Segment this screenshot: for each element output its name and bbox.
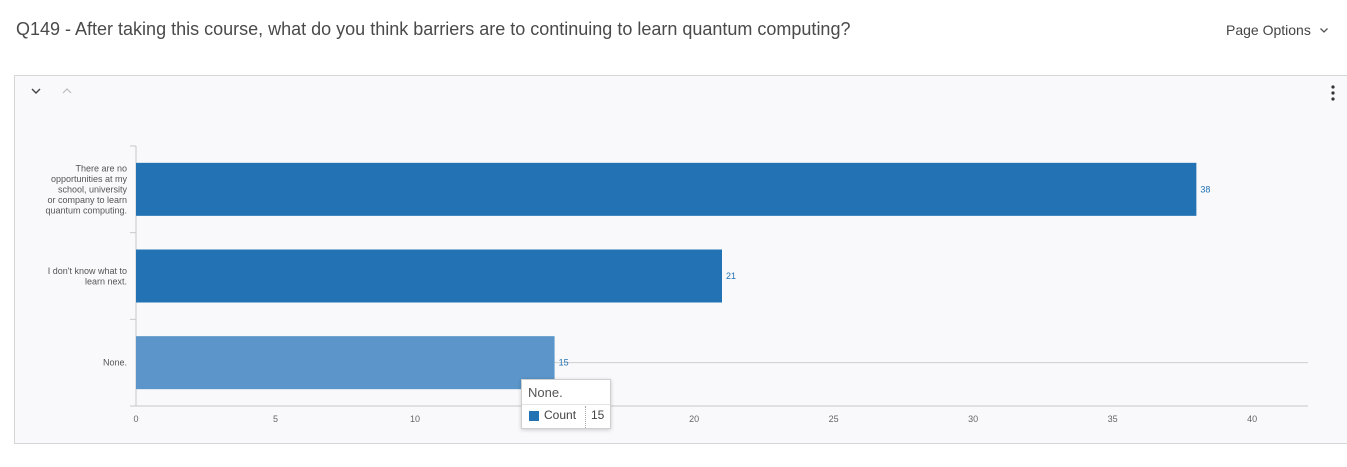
- tooltip-title: None.: [528, 385, 563, 400]
- tooltip-separator: [585, 406, 586, 428]
- kebab-menu-icon[interactable]: [1328, 84, 1338, 102]
- x-tick-label: 5: [273, 414, 278, 424]
- x-tick-label: 0: [133, 414, 138, 424]
- category-label-line: quantum computing.: [45, 205, 127, 215]
- chevron-down-icon[interactable]: [29, 84, 43, 98]
- tooltip-series-swatch: [529, 411, 539, 421]
- category-label: None.: [103, 358, 127, 368]
- category-label-line: opportunities at my: [51, 174, 128, 184]
- tooltip-divider: [522, 404, 610, 405]
- category-label-line: I don't know what to: [48, 266, 127, 276]
- category-label-line: None.: [103, 358, 127, 368]
- x-tick-label: 35: [1108, 414, 1118, 424]
- bar-value-label: 15: [559, 358, 569, 368]
- x-tick-label: 20: [689, 414, 699, 424]
- bar: [136, 336, 555, 390]
- chevron-up-icon[interactable]: [60, 84, 74, 98]
- category-label-line: or company to learn: [47, 195, 127, 205]
- category-label: I don't know what to learn next.: [48, 266, 127, 287]
- chart-panel: 0 5 10 15 20 25 30 35 40 38 There are noopportunit…: [14, 75, 1347, 444]
- bar-chart: 0 5 10 15 20 25 30 35 40 38 There are noopportunit…: [45, 145, 1308, 424]
- x-tick-label: 40: [1247, 414, 1257, 424]
- bar-value-label: 21: [726, 271, 736, 281]
- chevron-down-icon: [1319, 28, 1328, 33]
- x-tick-label: 10: [410, 414, 420, 424]
- tooltip-value: 15: [591, 408, 605, 422]
- chart-tooltip: None. Count 15: [521, 379, 611, 429]
- bar: [136, 249, 722, 303]
- x-tick-label: 30: [968, 414, 978, 424]
- category-label-line: There are no: [75, 163, 127, 173]
- bar-value-label: 38: [1200, 184, 1210, 194]
- question-title: Q149 - After taking this course, what do…: [16, 19, 851, 39]
- bar: [136, 162, 1197, 216]
- page-options-label: Page Options: [1226, 22, 1311, 38]
- category-label-line: learn next.: [85, 276, 127, 286]
- page-options-button[interactable]: Page Options: [1226, 22, 1329, 38]
- category-label-line: school, university: [58, 184, 128, 194]
- category-label: There are no opportunities at my school, u…: [45, 163, 127, 215]
- tooltip-series-name: Count: [544, 408, 577, 422]
- x-tick-label: 25: [829, 414, 839, 424]
